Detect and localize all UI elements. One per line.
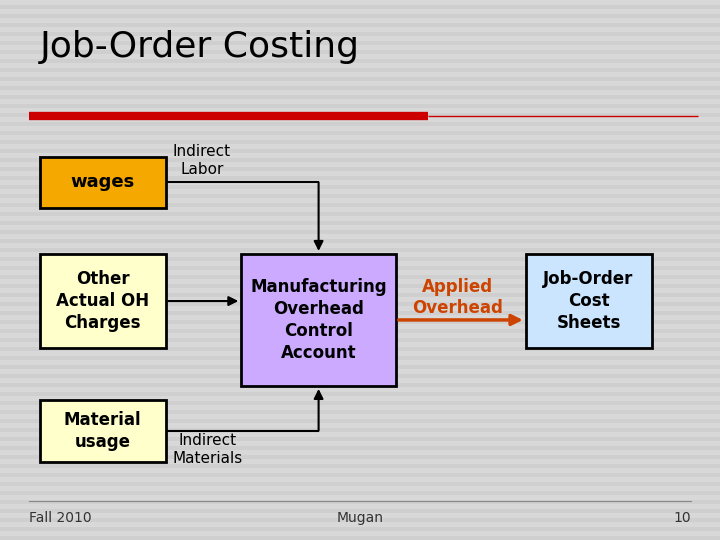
Bar bbox=[0, 23, 720, 27]
Bar bbox=[0, 383, 720, 387]
Bar bbox=[0, 374, 720, 378]
Bar bbox=[0, 256, 720, 261]
Text: Material
usage: Material usage bbox=[64, 410, 141, 451]
Bar bbox=[0, 68, 720, 72]
Text: Indirect
Labor: Indirect Labor bbox=[173, 145, 231, 177]
Text: Fall 2010: Fall 2010 bbox=[29, 511, 91, 525]
Text: Mugan: Mugan bbox=[336, 511, 384, 525]
Text: Indirect
Materials: Indirect Materials bbox=[173, 433, 243, 465]
Bar bbox=[0, 185, 720, 189]
Bar bbox=[0, 418, 720, 423]
Text: Job-Order Costing: Job-Order Costing bbox=[40, 30, 359, 64]
Bar bbox=[0, 302, 720, 306]
Text: Manufacturing
Overhead
Control
Account: Manufacturing Overhead Control Account bbox=[251, 278, 387, 362]
Bar bbox=[0, 500, 720, 504]
Bar bbox=[0, 176, 720, 180]
Bar bbox=[0, 94, 720, 99]
Text: Other
Actual OH
Charges: Other Actual OH Charges bbox=[56, 270, 149, 332]
Bar bbox=[0, 202, 720, 207]
Text: 10: 10 bbox=[674, 511, 691, 525]
Bar bbox=[0, 194, 720, 198]
Bar bbox=[0, 464, 720, 468]
Bar bbox=[0, 509, 720, 513]
Bar bbox=[0, 310, 720, 315]
Bar bbox=[0, 320, 720, 324]
Bar bbox=[0, 275, 720, 279]
FancyBboxPatch shape bbox=[241, 254, 396, 386]
Bar bbox=[0, 148, 720, 153]
Bar bbox=[0, 437, 720, 441]
Bar bbox=[0, 158, 720, 162]
Bar bbox=[0, 5, 720, 9]
Bar bbox=[0, 248, 720, 252]
Bar bbox=[0, 401, 720, 405]
Bar bbox=[0, 410, 720, 414]
FancyBboxPatch shape bbox=[40, 400, 166, 462]
Bar bbox=[0, 86, 720, 90]
Bar bbox=[0, 167, 720, 171]
Bar bbox=[0, 455, 720, 459]
Bar bbox=[0, 293, 720, 297]
Bar bbox=[0, 140, 720, 144]
Text: Applied
Overhead: Applied Overhead bbox=[412, 279, 503, 317]
Bar bbox=[0, 329, 720, 333]
FancyBboxPatch shape bbox=[526, 254, 652, 348]
Text: Job-Order
Cost
Sheets: Job-Order Cost Sheets bbox=[544, 270, 634, 332]
Bar bbox=[0, 428, 720, 432]
Bar bbox=[0, 14, 720, 18]
FancyBboxPatch shape bbox=[40, 157, 166, 208]
Bar bbox=[0, 59, 720, 63]
Bar bbox=[0, 347, 720, 351]
Bar bbox=[0, 230, 720, 234]
Bar bbox=[0, 32, 720, 36]
Bar bbox=[0, 482, 720, 486]
Bar bbox=[0, 212, 720, 216]
Bar bbox=[0, 284, 720, 288]
Bar bbox=[0, 536, 720, 540]
Bar bbox=[0, 50, 720, 54]
Bar bbox=[0, 472, 720, 477]
Bar bbox=[0, 77, 720, 81]
Text: wages: wages bbox=[71, 173, 135, 191]
Bar bbox=[0, 392, 720, 396]
Bar bbox=[0, 131, 720, 135]
Bar bbox=[0, 266, 720, 270]
Bar bbox=[0, 239, 720, 243]
Bar bbox=[0, 40, 720, 45]
Bar bbox=[0, 104, 720, 108]
FancyBboxPatch shape bbox=[40, 254, 166, 348]
Bar bbox=[0, 113, 720, 117]
Bar bbox=[0, 364, 720, 369]
Bar bbox=[0, 356, 720, 360]
Bar bbox=[0, 518, 720, 522]
Bar bbox=[0, 446, 720, 450]
Bar bbox=[0, 122, 720, 126]
Bar bbox=[0, 221, 720, 225]
Bar bbox=[0, 491, 720, 495]
Bar bbox=[0, 526, 720, 531]
Bar bbox=[0, 338, 720, 342]
